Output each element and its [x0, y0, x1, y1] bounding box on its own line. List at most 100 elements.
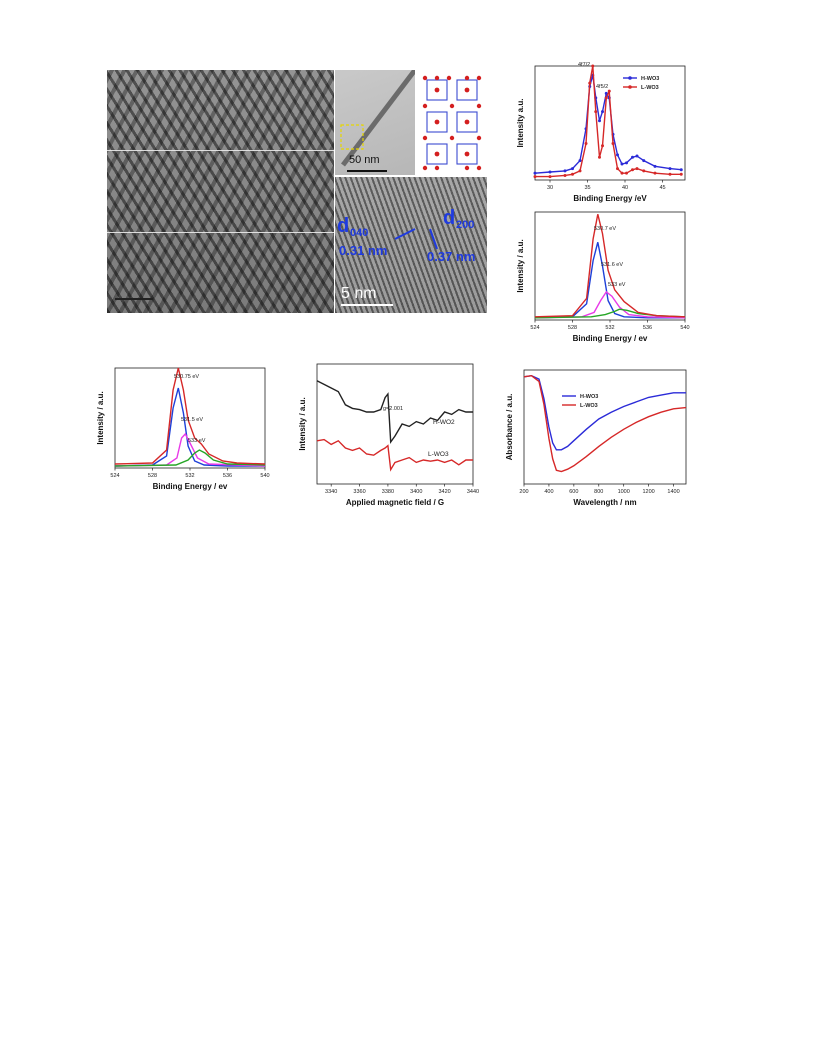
data-point [635, 167, 639, 171]
x-tick-label: 45 [659, 185, 665, 191]
annotation-label: 531.5 eV [181, 417, 203, 423]
series-line-2 [523, 374, 687, 473]
data-point [679, 168, 683, 172]
legend-marker [628, 85, 632, 89]
x-tick-label: 1200 [642, 489, 654, 495]
data-point [616, 167, 619, 171]
chart-svg: 3340 3360 3380 3400 3420 3440 Applied magnetic… [298, 363, 479, 507]
x-tick-label: 30 [547, 185, 553, 191]
legend-label: H-WO3 [580, 394, 598, 400]
x-tick-label: 3400 [410, 489, 422, 495]
data-point [631, 155, 634, 159]
y-axis-label: Intensity a.u. [516, 99, 525, 148]
single-wire-svg [340, 70, 487, 175]
d-spacing-symbol-right: d [443, 207, 456, 229]
data-point [584, 142, 588, 146]
crystal-lattice-icon [422, 75, 482, 171]
annotation-label: 531.6 eV [601, 262, 623, 268]
legend-label: L-WO3 [580, 403, 598, 409]
annotation-label: 4f5/2 [596, 84, 608, 90]
x-tick-label: 800 [594, 489, 603, 495]
plot-frame [534, 65, 686, 181]
data-point [598, 155, 601, 159]
x-axis-label: Binding Energy / ev [573, 334, 648, 343]
data-point [588, 81, 592, 85]
y-axis-label: Intensity / a.u. [96, 391, 105, 444]
x-axis-label: Wavelength / nm [573, 498, 636, 507]
lattice-arrows [394, 228, 438, 250]
scale-label: 50 nm [349, 154, 380, 166]
y-axis-label: Intensity / a.u. [516, 239, 525, 292]
x-tick-label: 35 [584, 185, 590, 191]
d-spacing-index-right: 200 [456, 219, 475, 231]
series-line-3 [114, 449, 266, 467]
x-tick-label: 528 [568, 325, 577, 331]
image-divider-line [107, 150, 334, 151]
data-point [668, 167, 672, 171]
x-tick-label: 532 [185, 473, 194, 479]
chart-w4f-xps: 30 35 40 45 Binding Energy /eV Intensity a.u.… [505, 58, 691, 211]
x-tick-label: 524 [110, 473, 119, 479]
chart-svg: 30 35 40 45 Binding Energy /eV Intensity a.u.… [516, 62, 686, 203]
data-point [598, 119, 601, 123]
data-point [607, 89, 611, 93]
data-point [679, 172, 683, 176]
series-line-1 [114, 387, 265, 467]
data-point [620, 171, 624, 175]
data-point [668, 172, 672, 176]
data-point [653, 164, 657, 168]
annotation-label: 4f7/2 [578, 62, 590, 68]
chart-svg: 524 528 532 536 540 Binding Energy / ev Intens… [516, 211, 690, 343]
data-point [625, 161, 628, 165]
data-point [571, 167, 574, 171]
x-tick-label: 1000 [618, 489, 630, 495]
crystal-structure-inset [415, 70, 487, 175]
hrtem-image-lattice: d 040 0.31 nm d 200 0.37 nm 5 nm [335, 177, 487, 313]
annotation-label: 533 eV [608, 282, 626, 288]
tem-image-single-wire: 50 nm [335, 70, 487, 175]
annotation-label: 533 eV [188, 438, 206, 444]
data-point [611, 142, 615, 146]
data-point [578, 159, 582, 163]
series-line-2 [316, 438, 473, 472]
arrow-icon [429, 228, 438, 250]
x-tick-label: 536 [643, 325, 652, 331]
data-point [635, 154, 639, 158]
legend-marker [628, 76, 632, 80]
series-line-1 [534, 242, 685, 319]
x-tick-label: 532 [605, 325, 614, 331]
y-axis-label: Absorbance / a.u. [505, 394, 514, 461]
chart-o1s-xps-bottom: 524 528 532 536 540 Binding Energy / ev Intens… [85, 362, 271, 511]
series-line-1 [523, 374, 686, 451]
scale-bar [341, 304, 393, 306]
data-point [563, 169, 567, 173]
data-point [653, 171, 657, 175]
data-point [601, 144, 604, 148]
data-point [533, 175, 537, 179]
tem-image-nanowires [107, 70, 334, 313]
x-axis-label: Binding Energy /eV [573, 194, 647, 203]
d-spacing-symbol-left: d [337, 215, 350, 237]
x-tick-label: 3360 [353, 489, 365, 495]
scale-bar [347, 170, 387, 172]
series-line-4 [114, 367, 266, 465]
plot-frame [523, 369, 687, 485]
x-tick-label: 540 [680, 325, 689, 331]
d-spacing-index-left: 040 [350, 227, 369, 239]
data-point [620, 162, 624, 166]
x-tick-label: 540 [260, 473, 269, 479]
data-point [604, 96, 608, 100]
data-point [642, 169, 646, 173]
x-tick-label: 528 [148, 473, 157, 479]
chart-epr: 3340 3360 3380 3400 3420 3440 Applied magnetic… [293, 358, 483, 513]
data-point [578, 169, 582, 173]
annotation-label: g=2.001 [383, 406, 403, 412]
x-tick-label: 3340 [325, 489, 337, 495]
data-point [631, 168, 634, 172]
d-spacing-value-right: 0.37 nm [427, 249, 476, 264]
series-line-2 [535, 65, 682, 178]
chart-o1s-xps-top: 524 528 532 536 540 Binding Energy / ev Intens… [505, 208, 691, 361]
data-point [601, 110, 604, 114]
data-point [616, 153, 619, 157]
series-line-1 [316, 380, 473, 445]
